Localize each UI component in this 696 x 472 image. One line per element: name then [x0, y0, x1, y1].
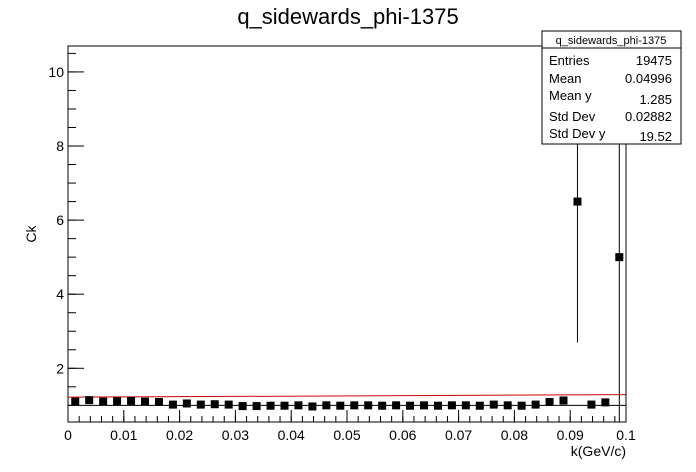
data-point [210, 400, 219, 409]
data-point [252, 402, 261, 411]
data-point [461, 401, 470, 410]
x-tick-label: 0.01 [110, 427, 137, 443]
stats-label-std-dev-y: Std Dev y [549, 126, 606, 141]
data-point [280, 401, 289, 410]
data-point [127, 396, 136, 405]
data-point [433, 401, 442, 410]
x-tick-label: 0.09 [557, 427, 584, 443]
data-point [517, 401, 526, 410]
data-point [141, 397, 150, 406]
data-point [489, 400, 498, 409]
data-point [99, 397, 108, 406]
data-point [196, 400, 205, 409]
x-tick-label: 0.02 [166, 427, 193, 443]
fit-line [67, 394, 627, 398]
data-point [308, 402, 317, 411]
stats-box-frame [541, 30, 682, 145]
y-tick-label: 6 [56, 212, 64, 228]
x-tick-label: 0.1 [616, 427, 636, 443]
data-point [350, 401, 359, 410]
y-axis: 2 4 6 8 10 [48, 52, 84, 406]
x-tick-label: 0.03 [222, 427, 249, 443]
data-point [559, 396, 568, 405]
data-point [113, 397, 122, 406]
data-point [503, 401, 512, 410]
stats-value-mean: 0.04996 [625, 71, 672, 86]
data-point [238, 402, 247, 411]
y-tick-label: 8 [56, 138, 64, 154]
x-tick-label: 0.04 [278, 427, 305, 443]
stats-label-entries: Entries [549, 53, 590, 68]
data-point [601, 398, 610, 407]
stats-box-name: q_sidewards_phi-1375 [556, 35, 667, 47]
data-point [447, 401, 456, 410]
data-point [71, 397, 80, 406]
data-point [615, 253, 624, 262]
fit-line-layer [67, 394, 627, 398]
y-tick-label: 2 [56, 360, 64, 376]
y-tick-label: 4 [56, 286, 64, 302]
data-point [182, 399, 191, 408]
data-point [420, 401, 429, 410]
x-tick-label: 0.05 [333, 427, 360, 443]
stats-value-entries: 19475 [636, 53, 672, 68]
data-point [168, 400, 177, 409]
x-tick-label: 0.07 [445, 427, 472, 443]
data-point [392, 401, 401, 410]
data-point [531, 400, 540, 409]
data-point [85, 396, 94, 405]
stats-label-mean: Mean [549, 71, 582, 86]
x-tick-label: 0.06 [389, 427, 416, 443]
data-point [545, 397, 554, 406]
data-point [322, 401, 331, 410]
data-point [475, 401, 484, 410]
data-point [294, 401, 303, 410]
data-point [406, 401, 415, 410]
stats-value-std-dev-y: 19.52 [639, 129, 672, 144]
data-point [224, 400, 233, 409]
x-tick-label: 0 [64, 427, 72, 443]
data-point [573, 197, 582, 206]
data-points-layer [71, 46, 624, 422]
stats-label-std-dev: Std Dev [549, 109, 596, 124]
data-point [336, 401, 345, 410]
x-tick-label: 0.08 [501, 427, 528, 443]
data-point [154, 397, 163, 406]
chart-title: q_sidewards_phi-1375 [237, 4, 458, 29]
stats-value-mean-y: 1.285 [639, 92, 672, 107]
data-point [266, 401, 275, 410]
y-tick-label: 10 [48, 64, 64, 80]
stats-label-mean-y: Mean y [549, 88, 592, 103]
data-point [364, 401, 373, 410]
x-axis-title: k(GeV/c) [571, 443, 626, 459]
x-axis: 0 0.01 0.02 0.03 0.04 0.05 0.06 0.07 0.08 0.09 0.1 [64, 410, 636, 443]
stats-box: q_sidewards_phi-1375 Entries 19475 Mean … [541, 30, 682, 145]
y-axis-title: Ck [23, 224, 39, 242]
stats-value-std-dev: 0.02882 [625, 109, 672, 124]
data-point [378, 401, 387, 410]
data-point [587, 400, 596, 409]
